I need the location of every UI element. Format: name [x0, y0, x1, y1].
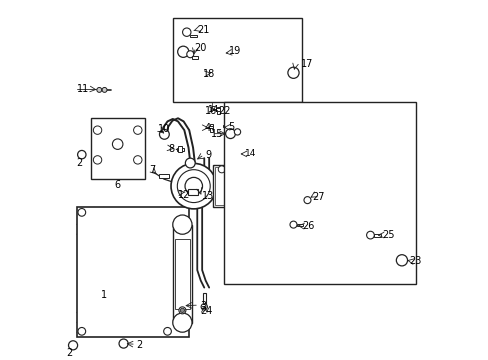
Text: 2: 2	[66, 348, 73, 358]
Circle shape	[163, 328, 171, 335]
Text: 12: 12	[178, 189, 190, 199]
Circle shape	[171, 163, 216, 209]
Text: 18: 18	[202, 69, 214, 79]
Circle shape	[210, 71, 217, 77]
Circle shape	[93, 156, 102, 164]
Circle shape	[201, 304, 207, 310]
Bar	[223, 123, 226, 131]
Circle shape	[112, 139, 122, 149]
Text: 27: 27	[312, 192, 325, 202]
Circle shape	[287, 67, 299, 78]
Text: 4: 4	[204, 123, 210, 133]
Circle shape	[119, 339, 128, 348]
Bar	[159, 174, 169, 179]
Circle shape	[133, 126, 142, 134]
Bar	[77, 207, 188, 337]
Circle shape	[234, 129, 240, 135]
Bar	[202, 293, 205, 307]
Bar	[172, 18, 302, 102]
Text: 2: 2	[136, 340, 142, 350]
Circle shape	[78, 328, 85, 335]
Text: 23: 23	[408, 256, 421, 266]
Bar	[178, 146, 182, 152]
Text: 9: 9	[204, 150, 211, 160]
Bar	[213, 165, 249, 207]
Circle shape	[396, 255, 407, 266]
Text: 26: 26	[302, 221, 314, 231]
Text: 7: 7	[149, 165, 155, 175]
Text: 24: 24	[200, 306, 212, 316]
Circle shape	[186, 51, 193, 58]
Bar	[215, 108, 220, 111]
Text: 5: 5	[227, 122, 233, 132]
Circle shape	[230, 166, 237, 173]
Text: 2: 2	[77, 158, 82, 168]
Text: 15: 15	[211, 129, 223, 139]
Circle shape	[102, 87, 107, 93]
Circle shape	[93, 126, 102, 134]
Bar	[174, 239, 190, 309]
Circle shape	[179, 307, 185, 314]
Text: 8: 8	[168, 144, 174, 154]
Bar	[176, 148, 184, 151]
Circle shape	[289, 221, 296, 228]
Circle shape	[366, 231, 373, 239]
Circle shape	[225, 129, 235, 139]
Text: 22: 22	[218, 106, 230, 116]
Text: 3: 3	[201, 301, 206, 311]
Text: 10: 10	[158, 124, 170, 134]
Circle shape	[182, 28, 191, 36]
Bar	[223, 102, 415, 284]
Text: 6: 6	[114, 180, 121, 190]
Bar	[223, 49, 226, 58]
Circle shape	[159, 130, 169, 139]
Text: 14: 14	[244, 149, 255, 158]
Circle shape	[184, 177, 202, 195]
Bar	[240, 150, 243, 158]
Bar	[209, 124, 212, 131]
Circle shape	[133, 156, 142, 164]
Circle shape	[180, 308, 184, 312]
Text: 13: 13	[202, 190, 214, 201]
Circle shape	[172, 215, 192, 234]
Circle shape	[304, 197, 310, 204]
Circle shape	[218, 166, 225, 173]
Circle shape	[185, 158, 195, 168]
Text: 14: 14	[208, 105, 219, 114]
Text: 25: 25	[382, 230, 394, 240]
Bar	[208, 126, 213, 128]
Text: 11: 11	[77, 84, 89, 94]
Bar	[296, 224, 303, 226]
Bar	[189, 35, 196, 37]
Circle shape	[222, 57, 228, 63]
Circle shape	[78, 150, 86, 159]
Text: 16: 16	[205, 106, 217, 116]
Bar	[172, 225, 192, 323]
Bar	[214, 167, 247, 205]
Text: 20: 20	[194, 43, 206, 53]
Bar	[192, 56, 198, 59]
Bar	[216, 107, 219, 114]
Circle shape	[172, 313, 192, 332]
Circle shape	[177, 46, 188, 57]
Bar	[187, 189, 197, 195]
Circle shape	[177, 170, 210, 203]
Circle shape	[78, 208, 85, 216]
Text: 1: 1	[101, 289, 107, 300]
Text: 21: 21	[197, 26, 209, 35]
Circle shape	[68, 341, 78, 350]
Text: 19: 19	[228, 46, 241, 57]
Bar	[373, 234, 380, 237]
Bar	[90, 118, 144, 179]
Text: 17: 17	[300, 59, 312, 69]
Bar	[239, 152, 244, 154]
Bar	[223, 125, 227, 127]
Circle shape	[97, 87, 102, 93]
